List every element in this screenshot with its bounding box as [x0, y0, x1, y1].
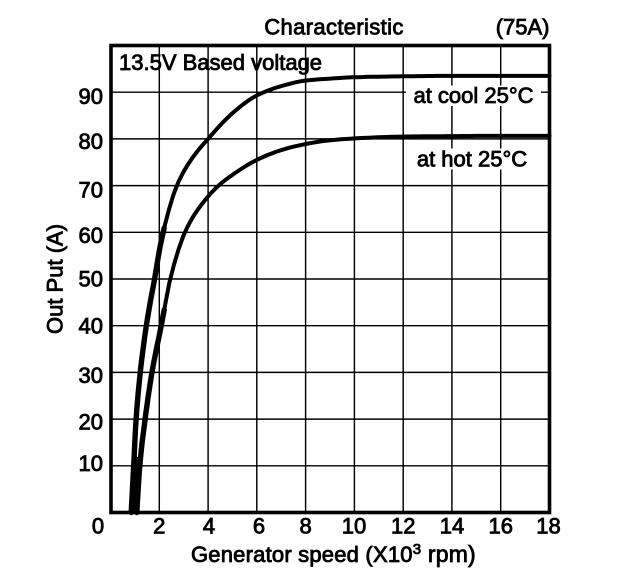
svg-text:60: 60	[79, 223, 103, 248]
svg-text:13.5V Based voltage: 13.5V Based voltage	[119, 50, 322, 75]
svg-text:6: 6	[253, 514, 265, 539]
svg-text:90: 90	[79, 84, 103, 109]
svg-text:(75A): (75A)	[496, 15, 550, 40]
svg-text:8: 8	[299, 514, 311, 539]
svg-text:at cool 25°C: at cool 25°C	[413, 83, 533, 108]
svg-text:80: 80	[79, 129, 103, 154]
svg-text:30: 30	[79, 363, 103, 388]
svg-text:14: 14	[440, 514, 464, 539]
svg-text:40: 40	[79, 314, 103, 339]
svg-text:12: 12	[391, 514, 415, 539]
svg-text:50: 50	[79, 266, 103, 291]
svg-text:18: 18	[536, 514, 560, 539]
svg-text:4: 4	[203, 514, 215, 539]
svg-text:Generator speed (X103 rpm): Generator speed (X103 rpm)	[191, 541, 476, 567]
svg-text:2: 2	[153, 514, 165, 539]
svg-text:Out Put (A): Out Put (A)	[43, 224, 68, 334]
svg-text:70: 70	[79, 177, 103, 202]
svg-text:0: 0	[92, 514, 104, 539]
svg-text:10: 10	[342, 514, 366, 539]
svg-text:10: 10	[79, 451, 103, 476]
svg-text:Characteristic: Characteristic	[264, 15, 403, 40]
svg-text:16: 16	[488, 514, 512, 539]
svg-text:at hot 25°C: at hot 25°C	[417, 147, 527, 172]
svg-text:20: 20	[79, 410, 103, 435]
